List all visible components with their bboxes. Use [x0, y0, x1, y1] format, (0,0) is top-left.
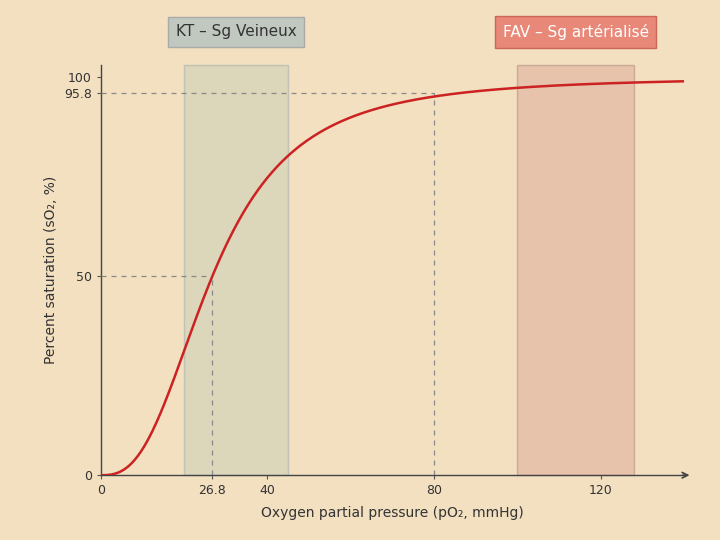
Text: FAV – Sg artérialisé: FAV – Sg artérialisé: [503, 24, 649, 40]
Text: KT – Sg Veineux: KT – Sg Veineux: [176, 24, 297, 39]
Bar: [518, 65, 634, 475]
Bar: [184, 65, 288, 475]
X-axis label: Oxygen partial pressure (pO₂, mmHg): Oxygen partial pressure (pO₂, mmHg): [261, 505, 523, 519]
Y-axis label: Percent saturation (sO₂, %): Percent saturation (sO₂, %): [45, 176, 58, 364]
